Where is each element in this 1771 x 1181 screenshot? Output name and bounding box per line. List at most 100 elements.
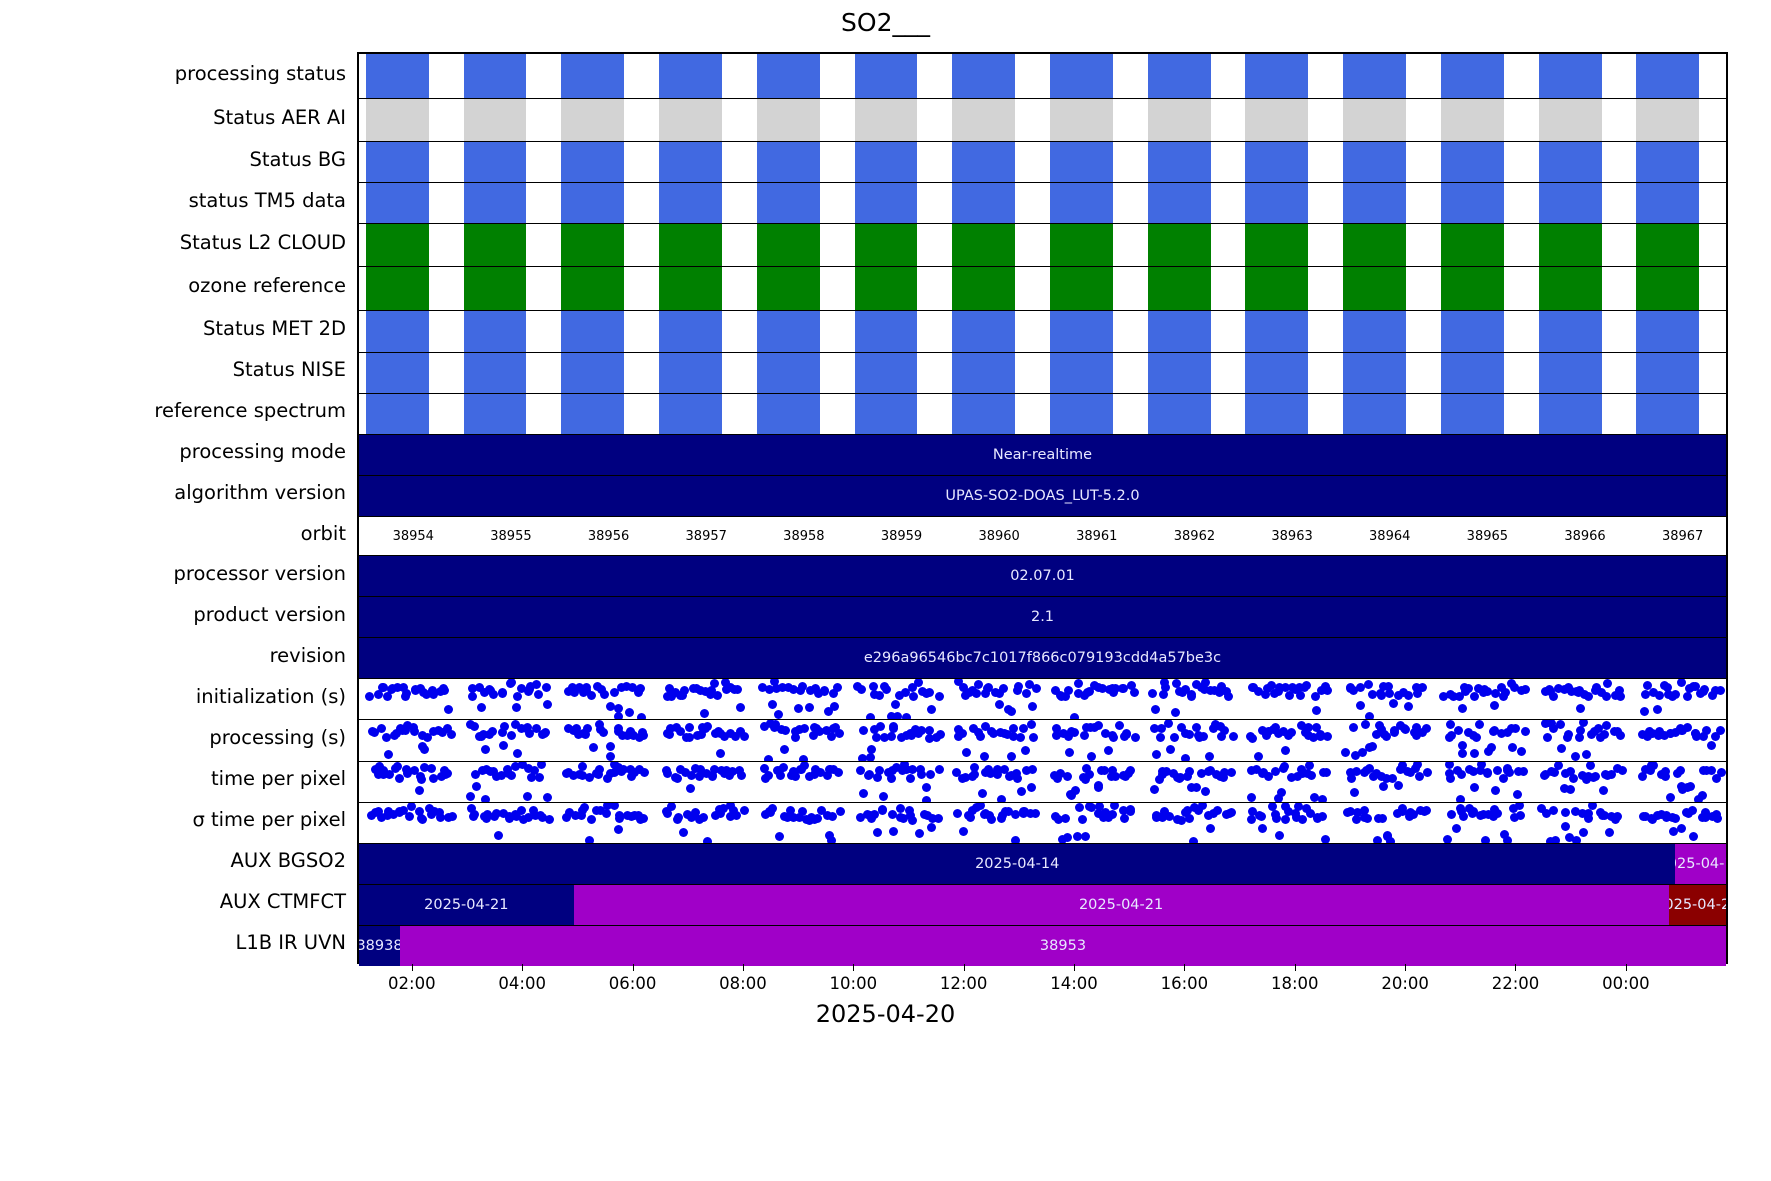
scatter-point	[855, 765, 865, 775]
scatter-point	[1172, 815, 1182, 825]
scatter-point	[665, 730, 675, 740]
scatter-point	[1215, 721, 1225, 731]
scatter-point	[1443, 834, 1453, 843]
scatter-point	[1031, 683, 1041, 693]
status-block	[1050, 54, 1113, 99]
scatter-point	[1186, 782, 1196, 792]
scatter-point	[574, 683, 584, 693]
scatter-point	[1210, 685, 1220, 695]
scatter-point	[788, 766, 798, 776]
scatter-point	[584, 772, 594, 782]
scatter-point	[1052, 723, 1062, 733]
scatter-point	[1476, 761, 1486, 769]
status-block	[463, 54, 527, 99]
status-block	[1343, 267, 1407, 310]
scatter-point	[687, 771, 697, 781]
scatter-point	[1547, 767, 1557, 777]
row-label: L1B IR UVN	[235, 931, 346, 955]
scatter-point	[995, 699, 1005, 709]
scatter-point	[886, 773, 896, 783]
scatter-point	[1469, 766, 1479, 776]
scatter-point	[975, 731, 985, 741]
scatter-point	[1283, 807, 1293, 817]
status-block	[463, 310, 527, 352]
scatter-point	[1150, 704, 1160, 714]
scatter-point	[1456, 794, 1466, 802]
scatter-point	[1294, 802, 1304, 812]
scatter-point	[1653, 731, 1663, 741]
scatter-point	[383, 807, 393, 817]
scatter-point	[1295, 691, 1305, 701]
scatter-point	[1676, 766, 1686, 776]
status-block	[1245, 267, 1309, 310]
scatter-point	[827, 731, 837, 741]
scatter-point	[1475, 720, 1485, 730]
scatter-point	[1518, 766, 1528, 776]
scatter-point	[1653, 705, 1663, 715]
scatter-point	[691, 763, 701, 773]
scatter-point	[614, 723, 624, 733]
status-block	[952, 310, 1016, 352]
status-block	[1343, 142, 1407, 183]
scatter-point	[1220, 725, 1230, 735]
scatter-point	[394, 773, 404, 783]
scatter-point	[922, 795, 932, 802]
scatter-point	[1502, 763, 1512, 773]
x-axis-tick	[963, 964, 965, 971]
scatter-point	[725, 728, 735, 738]
row-label: processing mode	[179, 440, 346, 464]
row-label: product version	[193, 602, 346, 626]
x-axis-tick-label: 16:00	[1160, 974, 1209, 993]
scatter-point	[1094, 802, 1104, 812]
scatter-point	[1246, 792, 1256, 802]
scatter-point	[1640, 811, 1650, 821]
scatter-point	[832, 682, 842, 692]
status-block	[561, 142, 625, 183]
scatter-point	[1260, 690, 1270, 700]
scatter-point	[1175, 772, 1185, 782]
scatter-point	[916, 769, 926, 779]
scatter-point	[1191, 782, 1201, 792]
status-block	[1538, 142, 1602, 183]
scatter-point	[665, 724, 675, 734]
scatter-point	[817, 805, 827, 815]
scatter-point	[897, 732, 907, 742]
status-block	[365, 393, 429, 434]
scatter-point	[1279, 761, 1289, 771]
scatter-point	[1027, 720, 1037, 730]
scatter-point	[1716, 768, 1726, 778]
scatter-point	[1304, 761, 1314, 770]
scatter-point	[1205, 752, 1215, 761]
scatter-point	[1126, 804, 1136, 814]
scatter-point	[1377, 814, 1387, 824]
scatter-point	[1127, 680, 1137, 690]
scatter-point	[966, 812, 976, 822]
scatter-point	[1320, 835, 1330, 843]
scatter-point	[1012, 773, 1022, 783]
scatter-point	[597, 685, 607, 695]
scatter-point	[614, 712, 624, 720]
scatter-point	[1183, 771, 1193, 781]
scatter-point	[1688, 806, 1698, 816]
scatter-point	[799, 723, 809, 733]
status-block	[1636, 99, 1700, 142]
value-bar: 2.1	[359, 597, 1726, 638]
scatter-point	[1205, 686, 1215, 696]
status-block	[1245, 142, 1309, 183]
scatter-point	[1147, 689, 1157, 699]
scatter-point	[1565, 833, 1575, 843]
scatter-point	[924, 687, 934, 697]
scatter-point	[782, 813, 792, 823]
scatter-point	[708, 771, 718, 780]
scatter-point	[526, 772, 536, 782]
scatter-point	[1638, 771, 1648, 781]
scatter-point	[1155, 732, 1165, 742]
chart-row: UPAS-SO2-DOAS_LUT-5.2.0	[359, 474, 1726, 516]
scatter-point	[564, 687, 573, 697]
scatter-point	[1191, 723, 1201, 733]
scatter-point	[422, 689, 432, 699]
scatter-point	[1688, 832, 1698, 842]
scatter-point	[1463, 727, 1473, 737]
scatter-point	[1677, 726, 1687, 736]
